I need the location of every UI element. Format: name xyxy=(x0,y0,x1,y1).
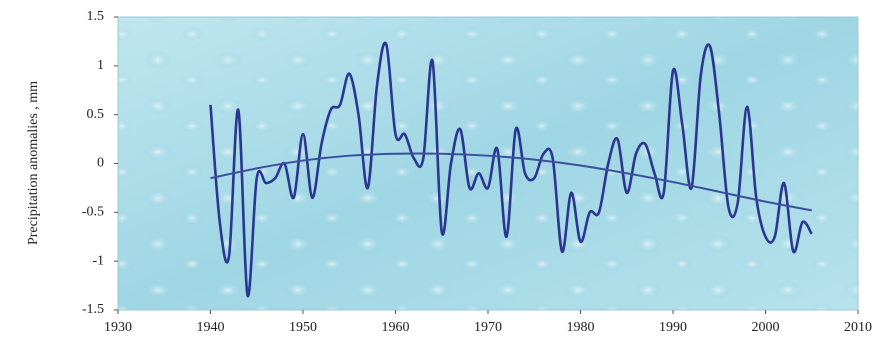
y-tick-label: 1 xyxy=(97,58,104,73)
y-tick-label: -1 xyxy=(92,253,104,268)
x-tick-label: 1960 xyxy=(382,320,410,335)
y-tick-label: 0.5 xyxy=(87,107,105,122)
y-tick-label: -0.5 xyxy=(82,205,104,220)
y-tick-label: 0 xyxy=(97,156,104,171)
y-tick-label: -1.5 xyxy=(82,302,104,317)
data-line xyxy=(209,41,813,298)
x-tick-label: 1970 xyxy=(474,320,502,335)
x-tick-label: 2010 xyxy=(844,320,872,335)
x-tick-label: 1950 xyxy=(289,320,317,335)
trend-line xyxy=(210,152,812,212)
x-tick-label: 2000 xyxy=(752,320,780,335)
y-axis-label: Precipitation anomalies , mm xyxy=(26,81,41,245)
x-tick-label: 1940 xyxy=(197,320,225,335)
x-tick-label: 1990 xyxy=(659,320,687,335)
x-tick-label: 1930 xyxy=(104,320,132,335)
plot-texture xyxy=(117,16,859,311)
x-tick-label: 1980 xyxy=(567,320,595,335)
y-tick-label: 1.5 xyxy=(87,9,105,24)
